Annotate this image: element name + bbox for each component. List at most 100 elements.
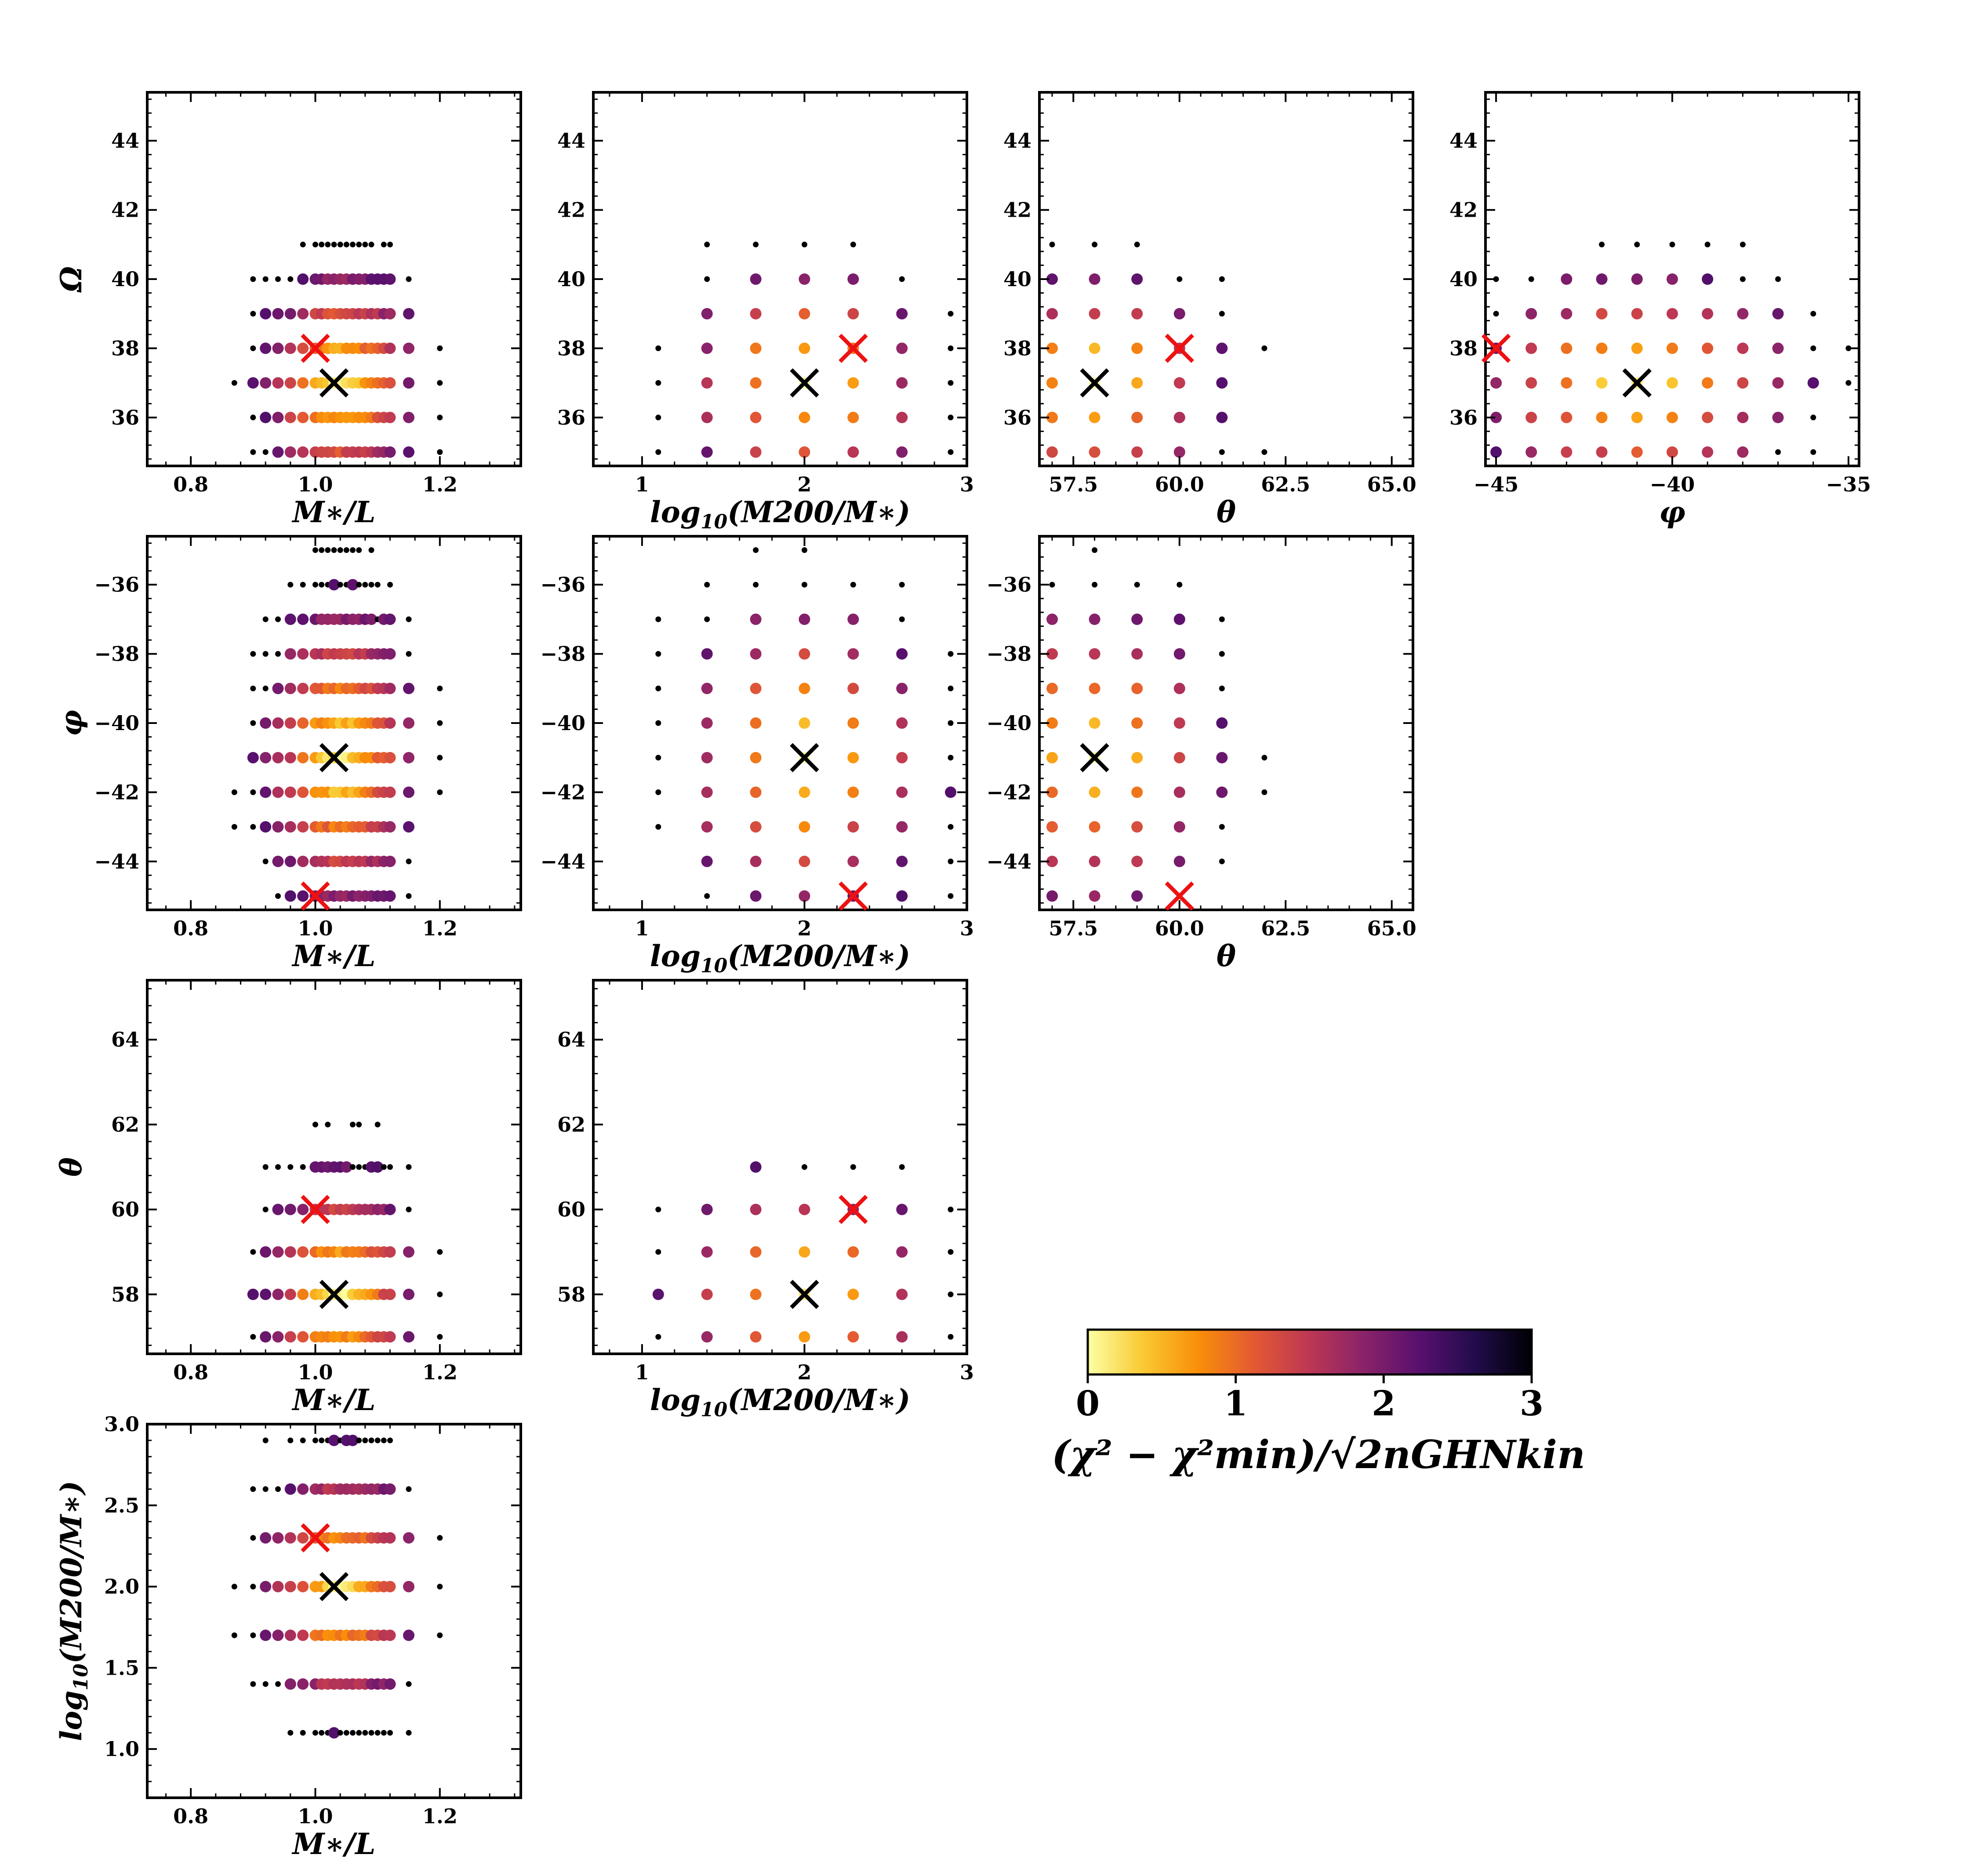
- data-point: [1219, 276, 1225, 282]
- data-point: [403, 411, 414, 423]
- data-point: [1490, 411, 1502, 423]
- data-point: [328, 1435, 340, 1446]
- data-point: [381, 1437, 387, 1443]
- data-points: [652, 1161, 954, 1343]
- x-tick-label: 1.2: [422, 473, 458, 496]
- data-point: [347, 1435, 359, 1446]
- data-point: [1173, 786, 1185, 798]
- y-tick-label: −36: [540, 573, 585, 596]
- data-point: [1216, 377, 1228, 389]
- x-tick-label: 1.0: [298, 473, 333, 496]
- data-point: [384, 786, 396, 798]
- data-point: [655, 789, 661, 795]
- data-point: [701, 821, 713, 833]
- panel-ml-theta: 0.8 1.0 1.2 58 60 62 64 M∗/L θ: [54, 979, 522, 1417]
- data-point: [406, 1164, 412, 1170]
- data-point: [260, 786, 272, 798]
- data-point: [384, 308, 396, 320]
- data-point: [1737, 446, 1749, 458]
- data-point: [312, 547, 318, 553]
- data-point: [437, 449, 443, 455]
- data-point: [701, 411, 713, 423]
- data-point: [1046, 717, 1058, 729]
- data-point: [260, 821, 272, 833]
- y-axis-label: log10(M200/M∗): [54, 1481, 92, 1741]
- data-point: [387, 1164, 393, 1170]
- true-value-marker: [839, 881, 868, 911]
- colorbar-tick-label-2: 2: [1372, 1384, 1395, 1424]
- data-point: [250, 1632, 256, 1638]
- data-point: [297, 855, 309, 867]
- data-point: [272, 683, 284, 694]
- y-tick-label: −44: [540, 850, 585, 873]
- data-point: [850, 241, 856, 247]
- data-point: [297, 890, 309, 902]
- data-point: [799, 648, 810, 660]
- true-value-marker: [1481, 334, 1511, 363]
- data-point: [1704, 241, 1711, 247]
- data-point: [896, 1331, 908, 1343]
- data-point: [297, 1288, 309, 1300]
- data-point: [1131, 613, 1143, 625]
- data-point: [1049, 582, 1055, 588]
- y-tick-label: −44: [986, 850, 1031, 873]
- data-point: [1219, 685, 1225, 691]
- data-point: [1596, 342, 1608, 354]
- data-point: [284, 377, 296, 389]
- data-point: [1131, 752, 1143, 763]
- panel-background: [593, 536, 967, 910]
- data-point: [1631, 308, 1643, 320]
- data-point: [384, 752, 396, 763]
- data-point: [1089, 821, 1100, 833]
- data-point: [1772, 411, 1784, 423]
- data-point: [1561, 446, 1573, 458]
- data-point: [343, 1730, 349, 1736]
- data-point: [750, 752, 762, 763]
- data-point: [1525, 411, 1537, 423]
- data-point: [655, 616, 661, 622]
- y-tick-label: 1.0: [104, 1737, 139, 1761]
- data-point: [750, 273, 762, 285]
- data-point: [1261, 449, 1267, 455]
- data-point: [1740, 276, 1746, 282]
- data-point: [1089, 308, 1100, 320]
- data-point: [275, 276, 281, 282]
- data-point: [337, 547, 343, 553]
- data-point: [799, 342, 810, 354]
- data-point: [701, 446, 713, 458]
- data-point: [1631, 446, 1643, 458]
- data-point: [260, 411, 272, 423]
- data-point: [1775, 276, 1781, 282]
- data-point: [384, 273, 396, 285]
- data-point: [384, 821, 396, 833]
- y-tick-label: 1.5: [104, 1656, 139, 1680]
- data-point: [701, 683, 713, 694]
- x-tick-label: 1.0: [298, 1804, 333, 1828]
- data-point: [403, 342, 414, 354]
- data-point: [1131, 411, 1143, 423]
- data-point: [284, 1629, 296, 1641]
- data-point: [948, 858, 954, 865]
- x-tick-label: 3: [960, 1360, 974, 1384]
- data-point: [406, 858, 412, 865]
- y-tick-label: 40: [557, 267, 585, 291]
- data-point: [1740, 241, 1746, 247]
- data-point: [437, 345, 443, 351]
- data-point: [325, 241, 331, 247]
- data-point: [284, 683, 296, 694]
- panel-ml-logm: 0.8 1.0 1.2 1.0 1.5 2.0 2.5 3.0 M∗/L log10(M200/M…: [54, 1412, 522, 1861]
- data-point: [847, 1246, 859, 1258]
- y-tick-label: 42: [1003, 198, 1031, 222]
- data-point: [384, 1483, 396, 1495]
- data-point: [799, 821, 810, 833]
- data-point: [948, 1291, 954, 1298]
- colorbar: 0 1 2 3 (χ² − χ²min)/√2nGHNkin: [1052, 1328, 1585, 1477]
- data-point: [750, 648, 762, 660]
- data-point: [403, 1288, 414, 1300]
- data-point: [350, 1730, 356, 1736]
- data-point: [847, 273, 859, 285]
- data-point: [799, 890, 810, 902]
- data-point: [350, 241, 356, 247]
- data-point: [372, 1161, 384, 1173]
